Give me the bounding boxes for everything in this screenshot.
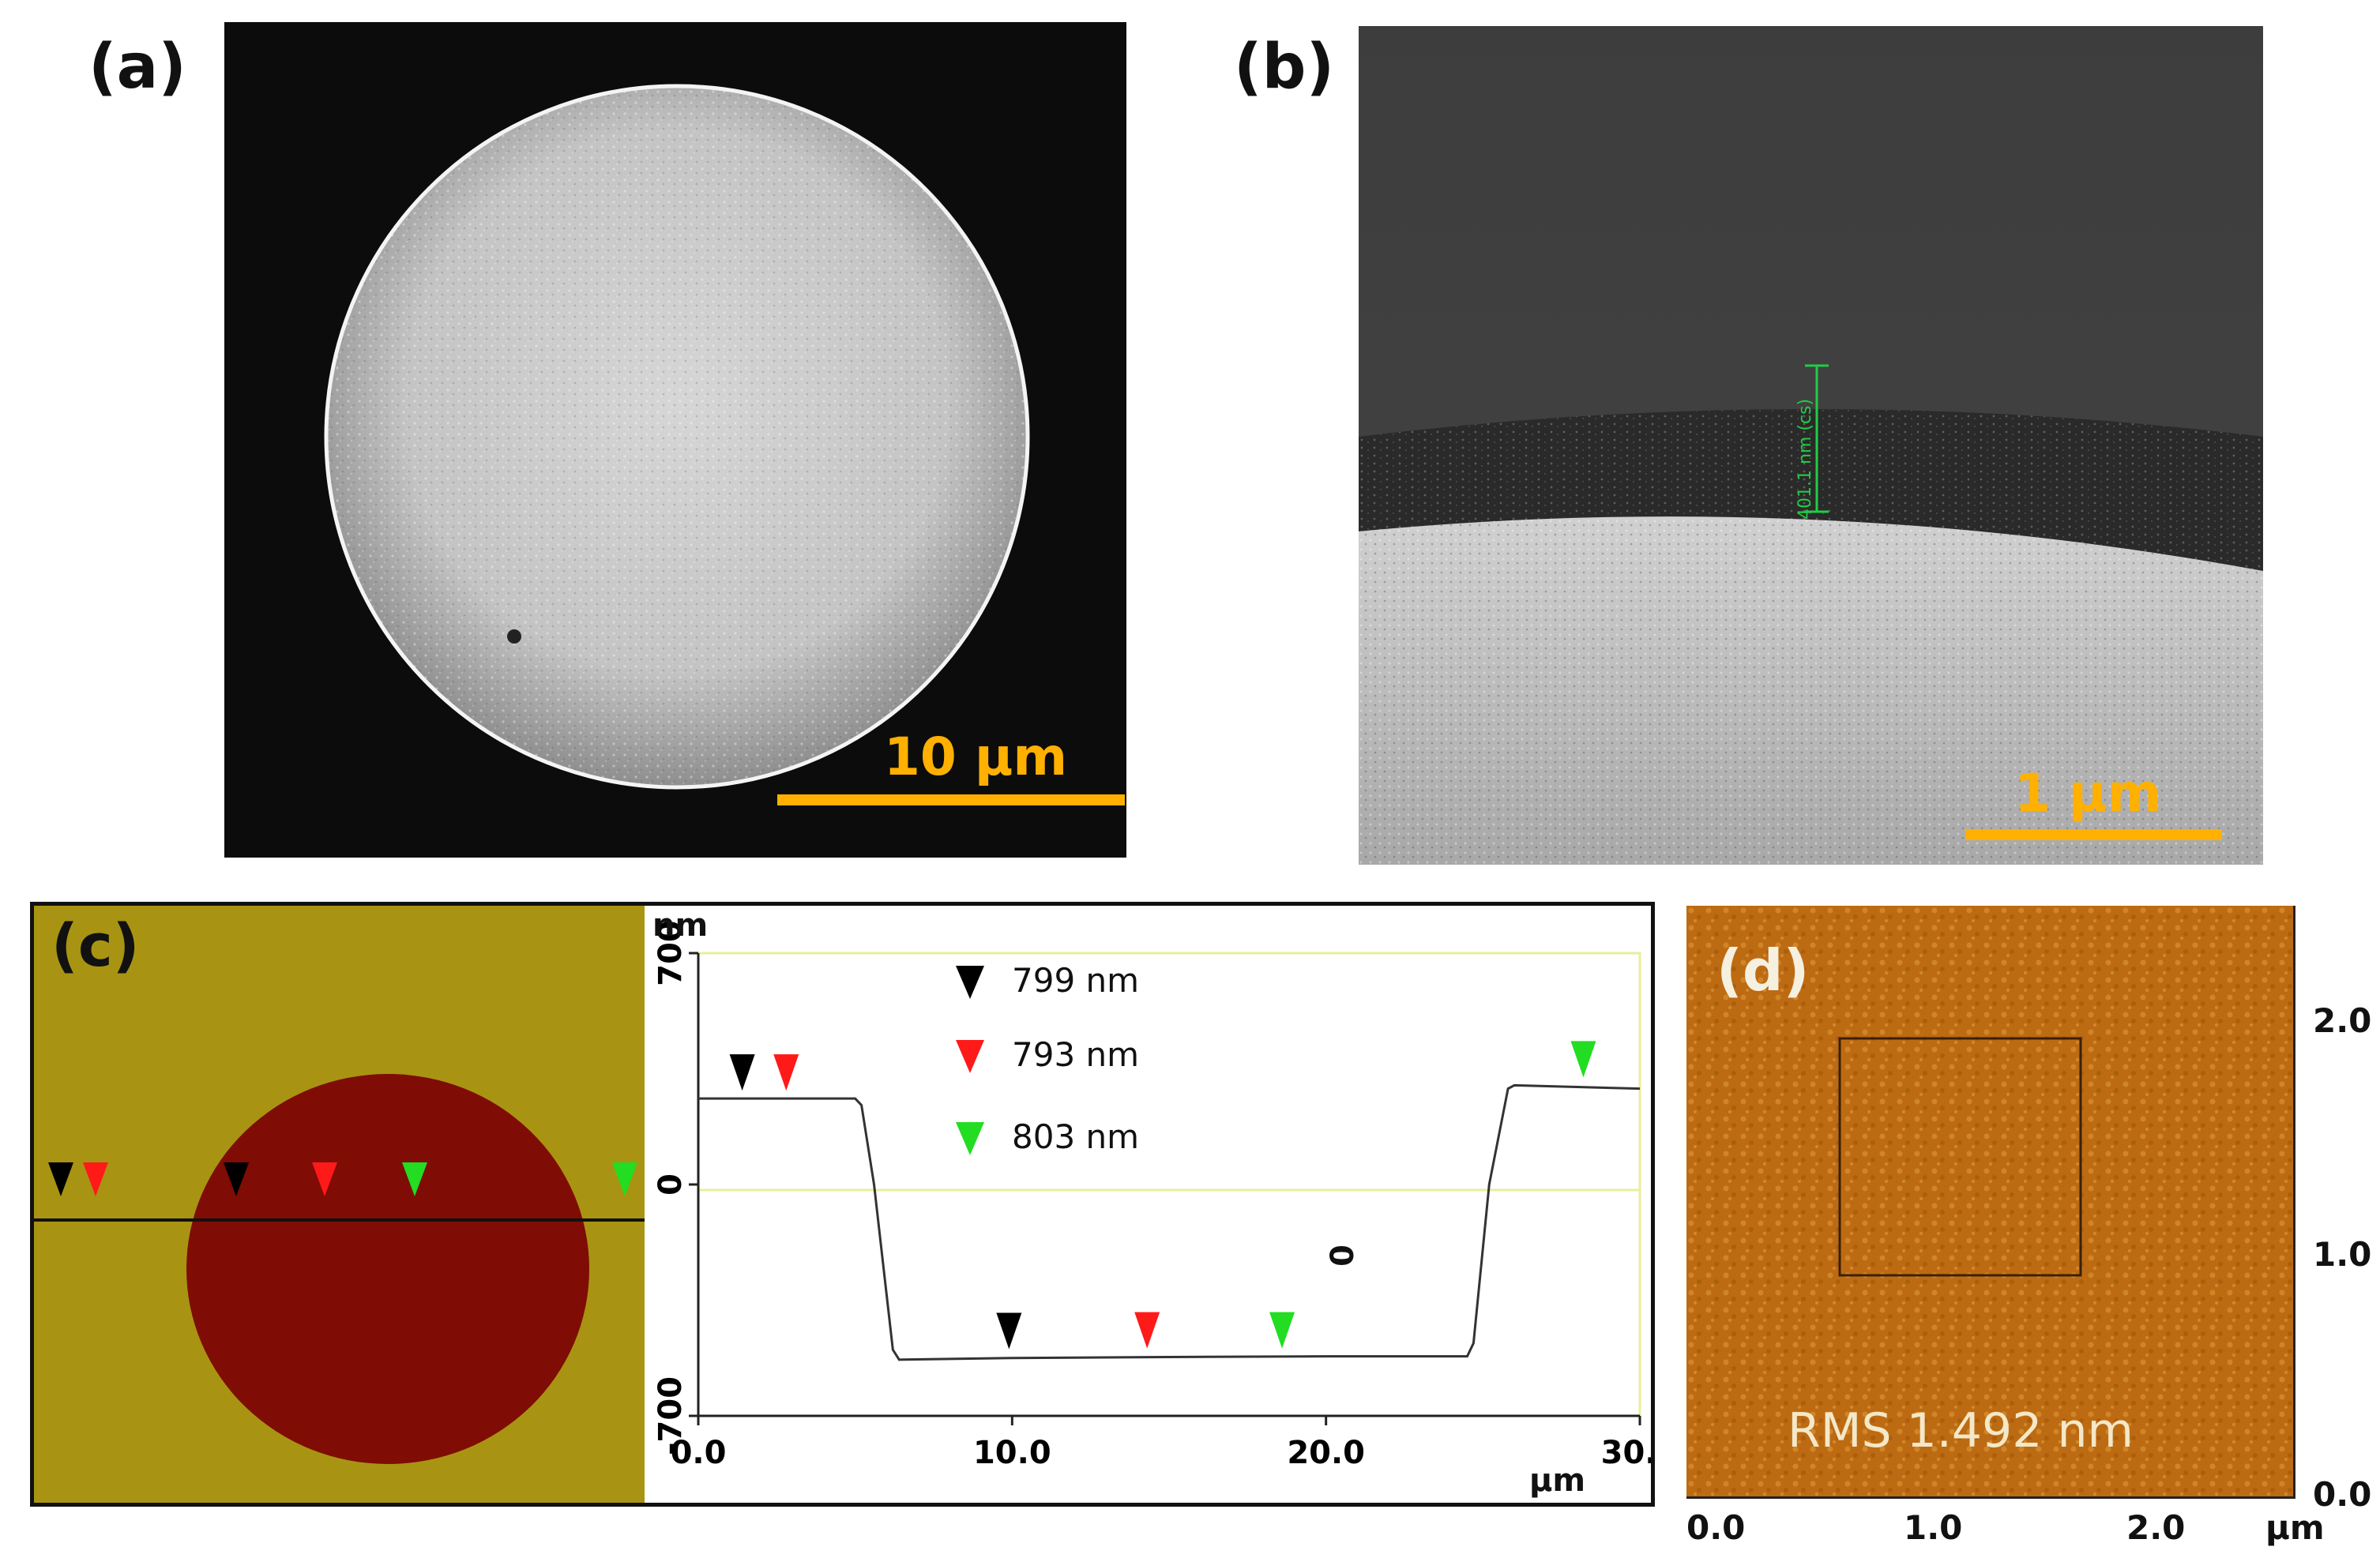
x-tick-label: 20.0: [1287, 1435, 1365, 1471]
sem-cross-section-graphic: 401.1 nm (cs): [1359, 26, 2263, 865]
panel-a-scale-bar: [777, 794, 1125, 805]
panel-d-x-tick-0: 0.0: [1686, 1508, 1746, 1547]
y-tick-label: 700: [652, 920, 689, 986]
plot-frame: [697, 952, 1641, 1417]
panel-d-label: (d): [1716, 937, 1810, 1004]
profile-marker: [773, 1054, 799, 1091]
afm-map-graphic: [34, 906, 645, 1503]
legend-markers: [956, 966, 984, 1155]
profile-series-line: [698, 1083, 1641, 1361]
profile-chart-svg: 0.0 10.0 20.0 30.0 700 0 -700: [652, 920, 1679, 1471]
panel-b-measure-label: 401.1 nm (cs): [1795, 399, 1815, 520]
legend-marker-black: [956, 966, 984, 999]
panel-b-sem-image: 401.1 nm (cs) 1 µm: [1359, 26, 2263, 865]
legend-item-3: 803 nm: [1012, 1117, 1140, 1156]
panel-d-bottom-axis: [1686, 1496, 2295, 1499]
panel-a-sem-image: 10 µm: [224, 22, 1126, 858]
rms-label: RMS 1.492 nm: [1788, 1403, 2134, 1459]
legend-marker-red: [956, 1040, 984, 1073]
center-zero-label: 0: [1324, 1245, 1361, 1267]
panel-d-afm-image: (d) RMS 1.492 nm: [1686, 906, 2293, 1496]
scan-region-box: [1838, 1037, 2082, 1277]
profile-marker: [729, 1054, 755, 1091]
panel-d-x-tick-1: 1.0: [1904, 1508, 1963, 1547]
panel-c-label: (c): [51, 912, 140, 980]
panel-c-afm-map: (c): [34, 906, 645, 1503]
profile-marker: [1570, 1041, 1596, 1078]
panel-d-y-tick-2: 2.0: [2313, 1001, 2372, 1040]
panel-b-scale-label: 1 µm: [2014, 763, 2162, 824]
panel-d-right-axis: [2293, 906, 2295, 1496]
panel-a-label: (a): [88, 32, 186, 103]
profile-marker: [1134, 1312, 1160, 1349]
panel-d-y-tick-0: 0.0: [2313, 1475, 2372, 1514]
panel-b-scale-bar: [1965, 829, 2222, 840]
y-tick-label: -700: [652, 1376, 689, 1455]
panel-a-scale-label: 10 µm: [884, 726, 1068, 787]
panel-d-x-tick-2: 2.0: [2126, 1508, 2186, 1547]
legend-item-1: 799 nm: [1012, 961, 1140, 1000]
panel-c-profile-chart: 0.0 10.0 20.0 30.0 700 0 -700 nm µm 0 799 nm 7…: [645, 906, 1679, 1503]
panel-b-label: (b): [1234, 32, 1335, 103]
afm-topography-graphic: [1686, 906, 2293, 1496]
panel-d-y-tick-1: 1.0: [2313, 1235, 2372, 1274]
x-unit-label: µm: [1529, 1462, 1586, 1499]
panel-d-x-unit: µm: [2265, 1508, 2325, 1547]
x-tick-label: 30.0: [1601, 1435, 1651, 1471]
legend-marker-green: [956, 1122, 984, 1155]
x-tick-label: 10.0: [973, 1435, 1051, 1471]
x-tick-label: 0.0: [671, 1435, 727, 1471]
legend-item-2: 793 nm: [1012, 1035, 1140, 1074]
y-tick-label: 0: [652, 1173, 689, 1196]
afm-map-markers: [48, 1162, 637, 1196]
y-unit-label: nm: [652, 907, 709, 944]
profile-marker: [996, 1312, 1022, 1350]
sem-disk-graphic: [324, 84, 1030, 790]
profile-marker: [1269, 1312, 1295, 1349]
